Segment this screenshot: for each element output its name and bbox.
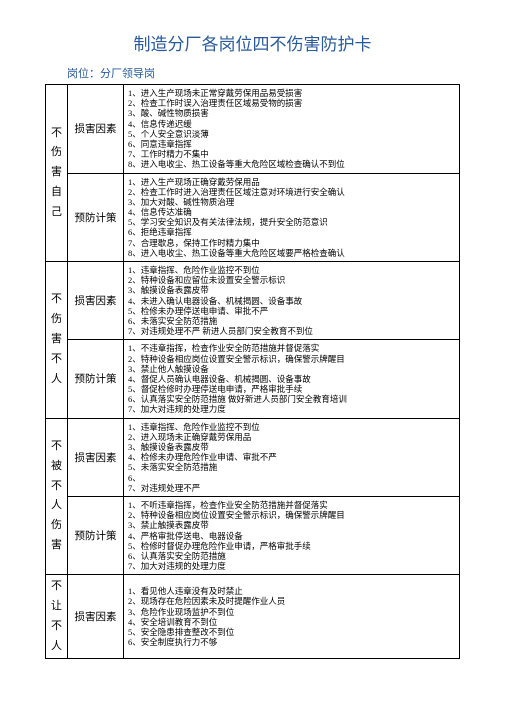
- content-line: 1、看见他人违章没有及时禁止: [128, 586, 455, 596]
- section-header: 不被不人伤害: [46, 418, 68, 575]
- content-line: 4、未进入确认电器设备、机械揭圆、设备事故: [128, 296, 455, 306]
- vertical-char: 害: [47, 536, 66, 556]
- content-line: 2、现场存在危险因素未及时提醒作业人员: [128, 596, 455, 606]
- page-title: 制造分厂各岗位四不伤害防护卡: [45, 30, 460, 55]
- content-line: 8、进入电收尘、热工设备等重大危险区域检查确认不到位: [128, 159, 455, 169]
- content-line: 6、拒绝违章指挥: [128, 227, 455, 237]
- vertical-char: 不: [47, 290, 66, 310]
- content-line: 4、安全培训教育不到位: [128, 617, 455, 627]
- vertical-char: 伤: [47, 143, 66, 163]
- vertical-char: 人: [47, 370, 66, 390]
- vertical-char: 己: [47, 203, 66, 223]
- table-row: 不被不人伤害损害因素1、违章指挥、危险作业监控不到位2、进入现场未正确穿戴劳保用…: [46, 418, 460, 496]
- vertical-char: 伤: [47, 310, 66, 330]
- row-label: 预防计策: [68, 173, 124, 262]
- vertical-char: 不: [47, 577, 66, 597]
- content-line: 6、认真落实安全防范措施: [128, 551, 455, 561]
- content-line: 6、安全制度执行力不够: [128, 637, 455, 647]
- content-line: 4、信息传达准确: [128, 207, 455, 217]
- content-line: 3、触摸设备表露皮带: [128, 285, 455, 295]
- row-label: 损害因素: [68, 418, 124, 496]
- content-line: 3、加大对酸、碱性物质治理: [128, 197, 455, 207]
- content-line: 7、对违规处理不严: [128, 483, 455, 493]
- content-line: 4、检修未办理危险作业申请、审批不严: [128, 452, 455, 462]
- content-line: 2、特种设备和应留位未设置安全警示标识: [128, 275, 455, 285]
- table-row: 不让不人损害因素1、看见他人违章没有及时禁止2、现场存在危险因素未及时提醒作业人…: [46, 575, 460, 659]
- vertical-char: 不: [47, 477, 66, 497]
- table-row: 不伤害自己损害因素1、进入生产现场未正常穿戴劳保用品易受损害2、检查工作时误入治…: [46, 85, 460, 174]
- content-line: 1、不违章指挥，检查作业安全防范措施并督促落实: [128, 343, 455, 353]
- content-line: 3、触摸设备表露皮带: [128, 442, 455, 452]
- table-row: 不伤害不人损害因素1、违章指挥、危险作业监控不到位2、特种设备和应留位未设置安全…: [46, 262, 460, 340]
- vertical-char: 伤: [47, 516, 66, 536]
- content-line: 1、进入生产现场正确穿戴劳保用品: [128, 177, 455, 187]
- subtitle: 岗位：分厂领导岗: [67, 65, 460, 81]
- content-line: 5、未落实安全防范措施: [128, 462, 455, 472]
- vertical-char: 人: [47, 496, 66, 516]
- row-content: 1、看见他人违章没有及时禁止2、现场存在危险因素未及时提醒作业人员3、危险作业现…: [124, 575, 460, 659]
- content-line: 8、进入电收尘、热工设备等重大危险区域要严格检查确认: [128, 248, 455, 258]
- content-line: 7、对违规处理不严 新进人员部门安全教育不到位: [128, 326, 455, 336]
- content-line: 3、危险作业现场监护不到位: [128, 607, 455, 617]
- content-line: 3、酸、碱性物质损害: [128, 108, 455, 118]
- row-content: 1、进入生产现场未正常穿戴劳保用品易受损害2、检查工作时误入治理责任区域易受物的…: [124, 85, 460, 174]
- row-label: 预防计策: [68, 340, 124, 418]
- vertical-char: 不: [47, 437, 66, 457]
- vertical-char: 害: [47, 330, 66, 350]
- content-line: 3、禁止他人触摸设备: [128, 364, 455, 374]
- content-line: 7、加大对违规的处理力度: [128, 561, 455, 571]
- table-row: 预防计策1、进入生产现场正确穿戴劳保用品2、检查工作时进入治理责任区域注意对环境…: [46, 173, 460, 262]
- content-line: 2、特种设备相应岗位设置安全警示标识，确保警示牌醒目: [128, 510, 455, 520]
- content-line: 4、信息传递迟缓: [128, 119, 455, 129]
- content-line: 4、督促人员确认电器设备、机械揭圆、设备事故: [128, 374, 455, 384]
- protection-card-table: 不伤害自己损害因素1、进入生产现场未正常穿戴劳保用品易受损害2、检查工作时误入治…: [45, 84, 460, 659]
- row-label: 损害因素: [68, 575, 124, 659]
- content-line: 2、进入现场未正确穿戴劳保用品: [128, 432, 455, 442]
- content-line: 2、特种设备相应岗位设置安全警示标识，确保警示牌醒目: [128, 354, 455, 364]
- row-content: 1、违章指挥、危险作业监控不到位2、进入现场未正确穿戴劳保用品3、触摸设备表露皮…: [124, 418, 460, 496]
- content-line: 6、未落实安全防范措施: [128, 316, 455, 326]
- content-line: 2、检查工作时进入治理责任区域注意对环境进行安全确认: [128, 187, 455, 197]
- vertical-char: 不: [47, 350, 66, 370]
- content-line: 7、合理歇息，保持工作时精力集中: [128, 238, 455, 248]
- vertical-char: 害: [47, 163, 66, 183]
- content-line: 5、检修时督促办理危险作业申请，严格审批手续: [128, 541, 455, 551]
- row-label: 损害因素: [68, 85, 124, 174]
- content-line: 2、检查工作时误入治理责任区域易受物的损害: [128, 98, 455, 108]
- vertical-char: 自: [47, 183, 66, 203]
- content-line: 6、: [128, 473, 455, 483]
- section-header: 不伤害不人: [46, 262, 68, 419]
- table-row: 预防计策1、不违章指挥，检查作业安全防范措施并督促落实2、特种设备相应岗位设置安…: [46, 340, 460, 418]
- content-line: 5、督促检修时办理停送电申请，严格审批手续: [128, 384, 455, 394]
- content-line: 1、违章指挥、危险作业监控不到位: [128, 422, 455, 432]
- table-row: 预防计策1、不听违章指挥，检查作业安全防范措施并督促落实2、特种设备相应岗位设置…: [46, 496, 460, 574]
- content-line: 5、检修未办理停送电申请、审批不严: [128, 306, 455, 316]
- vertical-char: 不: [47, 124, 66, 144]
- content-line: 7、工作时精力不集中: [128, 149, 455, 159]
- content-line: 6、同意违章指挥: [128, 139, 455, 149]
- content-line: 4、严格审批停送电、电器设备: [128, 531, 455, 541]
- content-line: 3、禁止触摸表露皮带: [128, 520, 455, 530]
- row-content: 1、进入生产现场正确穿戴劳保用品2、检查工作时进入治理责任区域注意对环境进行安全…: [124, 173, 460, 262]
- vertical-char: 让: [47, 597, 66, 617]
- content-line: 5、学习安全知识及有关法律法规，提升安全防范意识: [128, 217, 455, 227]
- row-label: 预防计策: [68, 496, 124, 574]
- content-line: 1、违章指挥、危险作业监控不到位: [128, 265, 455, 275]
- vertical-char: 人: [47, 637, 66, 657]
- vertical-char: 被: [47, 457, 66, 477]
- content-line: 5、个人安全意识淡薄: [128, 129, 455, 139]
- section-header: 不让不人: [46, 575, 68, 659]
- row-content: 1、不听违章指挥，检查作业安全防范措施并督促落实2、特种设备相应岗位设置安全警示…: [124, 496, 460, 574]
- content-line: 5、安全隐患排查整改不到位: [128, 627, 455, 637]
- row-label: 损害因素: [68, 262, 124, 340]
- vertical-char: 不: [47, 617, 66, 637]
- content-line: 1、不听违章指挥，检查作业安全防范措施并督促落实: [128, 500, 455, 510]
- row-content: 1、违章指挥、危险作业监控不到位2、特种设备和应留位未设置安全警示标识3、触摸设…: [124, 262, 460, 340]
- content-line: 7、加大对违规的处理力度: [128, 404, 455, 414]
- content-line: 6、认真落实安全防范措施 做好新进人员部门安全教育培训: [128, 394, 455, 404]
- content-line: 1、进入生产现场未正常穿戴劳保用品易受损害: [128, 88, 455, 98]
- section-header: 不伤害自己: [46, 85, 68, 262]
- row-content: 1、不违章指挥，检查作业安全防范措施并督促落实2、特种设备相应岗位设置安全警示标…: [124, 340, 460, 418]
